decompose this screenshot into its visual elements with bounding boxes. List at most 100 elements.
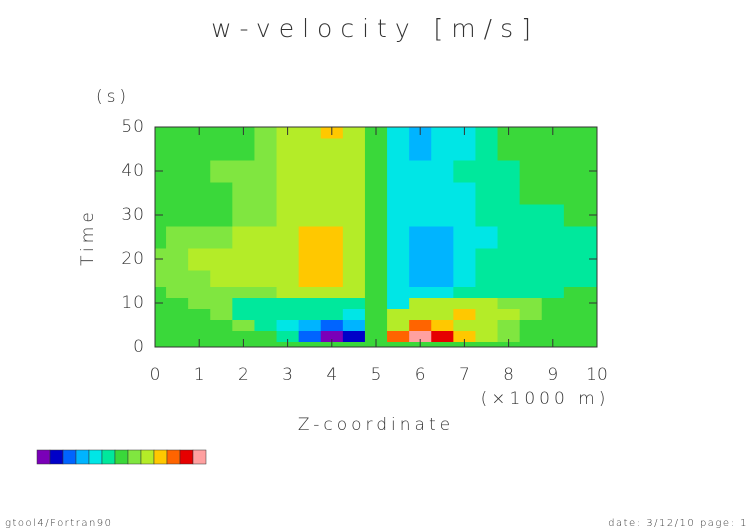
contour-cell	[298, 248, 322, 271]
contour-cell	[431, 297, 454, 309]
contour-cell	[155, 138, 167, 161]
contour-cell	[298, 308, 322, 320]
contour-cell	[298, 319, 322, 331]
contour-cell	[276, 226, 300, 249]
y-tick-label: 20	[121, 249, 145, 269]
contour-cell	[298, 160, 322, 183]
contour-cell	[364, 270, 388, 287]
contour-cell	[155, 341, 167, 348]
contour-cell	[431, 286, 454, 298]
contour-cell	[409, 270, 432, 287]
contour-cell	[519, 127, 543, 139]
contour-cell	[475, 286, 499, 298]
contour-cell	[475, 248, 499, 271]
contour-cell	[387, 270, 410, 287]
contour-cell	[254, 297, 278, 309]
contour-cell	[563, 204, 587, 227]
contour-cell	[276, 330, 300, 342]
contour-cell	[210, 297, 233, 309]
contour-cell	[453, 160, 476, 183]
contour-cell	[563, 341, 587, 348]
contour-cell	[453, 138, 476, 161]
contour-cell	[320, 226, 344, 249]
contour-cell	[541, 226, 565, 249]
contour-cell	[166, 160, 189, 183]
contour-cell	[563, 182, 587, 205]
contour-cell	[320, 319, 344, 331]
contour-cell	[475, 138, 499, 161]
contour-cell	[364, 138, 388, 161]
contour-cell	[409, 330, 432, 342]
contour-cell	[541, 308, 565, 320]
x-tick-label: 0	[150, 365, 161, 385]
contour-cell	[188, 204, 211, 227]
contour-cell	[342, 248, 366, 271]
y-tick-label: 40	[121, 161, 145, 181]
contour-cell	[254, 319, 278, 331]
contour-cell	[519, 248, 543, 271]
contour-cell	[585, 270, 598, 287]
contour-cell	[298, 138, 322, 161]
contour-cell	[541, 182, 565, 205]
contour-cell	[585, 341, 598, 348]
contour-cell	[188, 330, 211, 342]
contour-cell	[364, 330, 388, 342]
contour-cell	[475, 330, 499, 342]
contour-cell	[254, 248, 278, 271]
contour-cell	[431, 182, 454, 205]
colorbar-swatch	[75, 449, 90, 465]
x-tick-label: 10	[586, 365, 608, 385]
contour-cell	[563, 286, 587, 298]
contour-cell	[364, 248, 388, 271]
contour-cell	[232, 182, 255, 205]
contour-cell	[188, 226, 211, 249]
contour-cell	[188, 319, 211, 331]
contour-cell	[320, 330, 344, 342]
contour-cell	[166, 248, 189, 271]
footer-right: date: 3/12/10 page: 1	[608, 518, 748, 529]
contour-cell	[409, 286, 432, 298]
contour-cell	[431, 341, 454, 348]
contour-cell	[342, 138, 366, 161]
contour-cell	[541, 286, 565, 298]
contour-cell	[166, 127, 189, 139]
contour-cell	[387, 138, 410, 161]
contour-cell	[364, 308, 388, 320]
contour-cell	[342, 204, 366, 227]
contour-cell	[431, 204, 454, 227]
contour-cell	[519, 204, 543, 227]
contour-cell	[475, 297, 499, 309]
contour-cell	[519, 138, 543, 161]
contour-cell	[166, 204, 189, 227]
contour-cell	[497, 270, 521, 287]
contour-cell	[585, 226, 598, 249]
contour-cell	[298, 226, 322, 249]
contour-cell	[298, 341, 322, 348]
contour-cell	[210, 308, 233, 320]
contour-cell	[475, 319, 499, 331]
contour-cell	[453, 286, 476, 298]
contour-cell	[541, 330, 565, 342]
contour-cell	[342, 127, 366, 139]
x-axis-label: Z-coordinate	[298, 415, 454, 435]
contour-cell	[563, 297, 587, 309]
contour-cell	[585, 182, 598, 205]
contour-cell	[232, 248, 255, 271]
contour-cell	[210, 248, 233, 271]
contour-cell	[320, 308, 344, 320]
contour-cell	[387, 160, 410, 183]
y-tick-label: 0	[133, 337, 145, 357]
contour-cell	[166, 297, 189, 309]
contour-cell	[342, 330, 366, 342]
contour-cell	[497, 286, 521, 298]
contour-cell	[475, 226, 499, 249]
contour-cell	[364, 182, 388, 205]
contour-cell	[453, 297, 476, 309]
colorbar-swatch	[62, 449, 77, 465]
contour-cell	[497, 204, 521, 227]
contour-cell	[342, 226, 366, 249]
contour-cell	[188, 248, 211, 271]
contour-cell	[519, 297, 543, 309]
contour-cell	[563, 248, 587, 271]
